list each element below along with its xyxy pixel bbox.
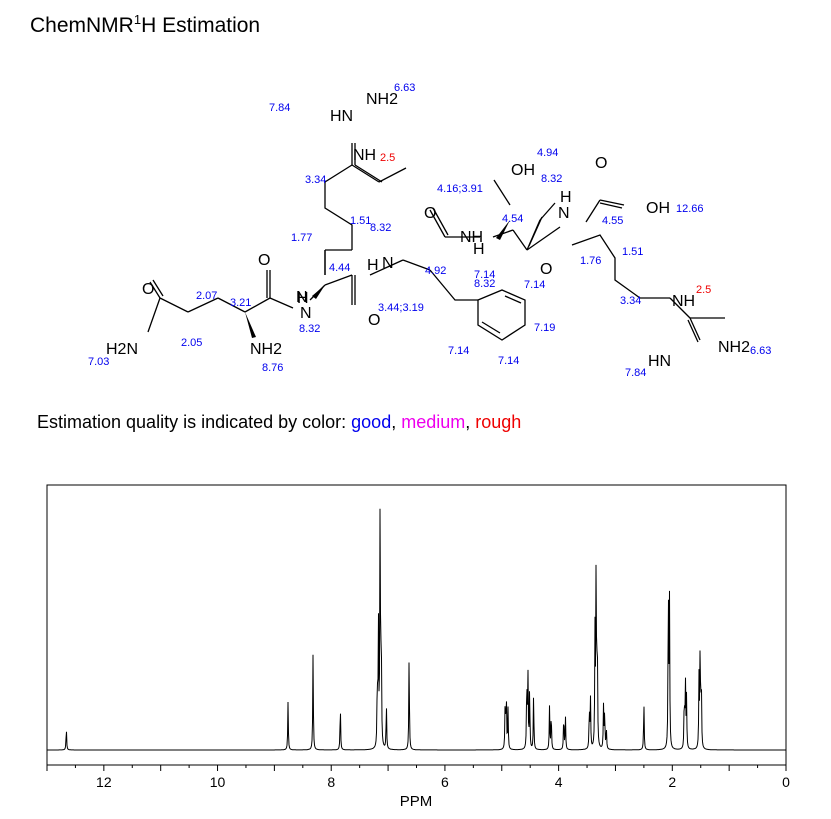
- shift-label: 8.32: [370, 222, 391, 234]
- shift-label: 7.03: [88, 356, 109, 368]
- x-tick-label: 0: [782, 774, 790, 790]
- spectrum-line: [47, 508, 786, 751]
- legend-separator: ,: [465, 412, 476, 432]
- shift-label: 1.77: [291, 232, 312, 244]
- shift-label: 3.34: [305, 174, 326, 186]
- atom-label: O: [258, 252, 270, 269]
- atom-label: OH: [511, 162, 535, 179]
- shift-label: 4.55: [602, 215, 623, 227]
- legend-medium: medium: [401, 412, 466, 432]
- legend-good: good: [351, 412, 392, 432]
- shift-label: 6.63: [394, 82, 415, 94]
- shift-label: 2.07: [196, 290, 217, 302]
- shift-label: 12.66: [676, 203, 704, 215]
- chemical-shift-labels: 7.84 6.63 2.5 3.34 4.94 4.16;3.91 8.32 1…: [88, 82, 771, 379]
- atom-label: H: [560, 189, 572, 206]
- shift-label: 7.84: [625, 367, 646, 379]
- shift-label: 8.32: [474, 278, 495, 290]
- atom-label: H: [473, 241, 485, 258]
- atom-label: NH2: [250, 341, 282, 358]
- shift-label: 4.92: [425, 265, 446, 277]
- atom-label: NH2: [718, 339, 750, 356]
- x-axis-ticks: 12 10 8 6 4 2 0: [46, 765, 790, 790]
- shift-label: 1.51: [350, 215, 371, 227]
- atom-label: NH2: [366, 91, 398, 108]
- shift-label: 2.05: [181, 337, 202, 349]
- atom-label: NH: [353, 147, 376, 164]
- shift-label: 3.44;3.19: [378, 302, 424, 314]
- legend-rough: rough: [475, 412, 522, 432]
- shift-label: 1.76: [580, 255, 601, 267]
- shift-label: 8.32: [299, 323, 320, 335]
- shift-label: 8.76: [262, 362, 283, 374]
- plot-frame: [46, 484, 787, 766]
- shift-label: 7.14: [474, 269, 495, 281]
- x-tick-label: 2: [668, 774, 676, 790]
- legend-separator: ,: [391, 412, 402, 432]
- atom-label: N: [296, 289, 308, 306]
- x-tick-label: 6: [441, 774, 449, 790]
- atom-label: O: [142, 281, 154, 298]
- shift-label: 4.16;3.91: [437, 183, 483, 195]
- atom-label: H: [367, 257, 379, 274]
- shift-label: 3.21: [230, 297, 251, 309]
- shift-label: 7.14: [524, 279, 545, 291]
- atom-label: N: [300, 305, 312, 322]
- shift-label: 2.5: [696, 284, 711, 296]
- shift-label: 1.51: [622, 246, 643, 258]
- x-tick-label: 8: [327, 774, 335, 790]
- atom-label: HN: [330, 108, 353, 125]
- shift-label: 7.14: [498, 355, 519, 367]
- nmr-spectrum-chart: 12 10 8 6 4 2 0 PPM: [46, 484, 790, 810]
- shift-label: 4.94: [537, 147, 558, 159]
- x-tick-label: 12: [96, 774, 112, 790]
- bond-lines: [147, 143, 725, 343]
- shift-label: 6.63: [750, 345, 771, 357]
- atom-label: O: [595, 155, 607, 172]
- atom-label: N: [382, 255, 394, 272]
- shift-label: 7.84: [269, 102, 290, 114]
- x-axis-label: PPM: [400, 793, 433, 810]
- atom-label: O: [540, 261, 552, 278]
- atom-label: O: [424, 205, 436, 222]
- atom-label: OH: [646, 200, 670, 217]
- legend-prefix: Estimation quality is indicated by color…: [37, 412, 352, 432]
- atom-label: O: [368, 312, 380, 329]
- shift-label: 8.32: [541, 173, 562, 185]
- atom-label: H: [297, 290, 309, 307]
- stereo-wedges: [245, 220, 510, 338]
- atom-label: HN: [648, 353, 671, 370]
- atom-labels: HN NH2 NH OH O O NH O H N O OH H N H N O…: [106, 91, 750, 370]
- x-tick-label: 4: [555, 774, 563, 790]
- shift-label: 4.54: [502, 213, 523, 225]
- shift-label: 4.44: [329, 262, 350, 274]
- x-tick-label: 10: [210, 774, 226, 790]
- shift-label: 7.19: [534, 322, 555, 334]
- atom-label: N: [558, 205, 570, 222]
- shift-label: 3.34: [620, 295, 641, 307]
- shift-label: 2.5: [380, 152, 395, 164]
- page-title: ChemNMR1H Estimation: [30, 12, 261, 37]
- molecule-structure: HN NH2 NH OH O O NH O H N O OH H N H N O…: [88, 82, 771, 379]
- atom-label: NH: [672, 293, 695, 310]
- shift-label: 7.14: [448, 345, 469, 357]
- atom-label: NH: [460, 229, 483, 246]
- quality-legend: Estimation quality is indicated by color…: [37, 412, 521, 433]
- atom-label: H2N: [106, 341, 138, 358]
